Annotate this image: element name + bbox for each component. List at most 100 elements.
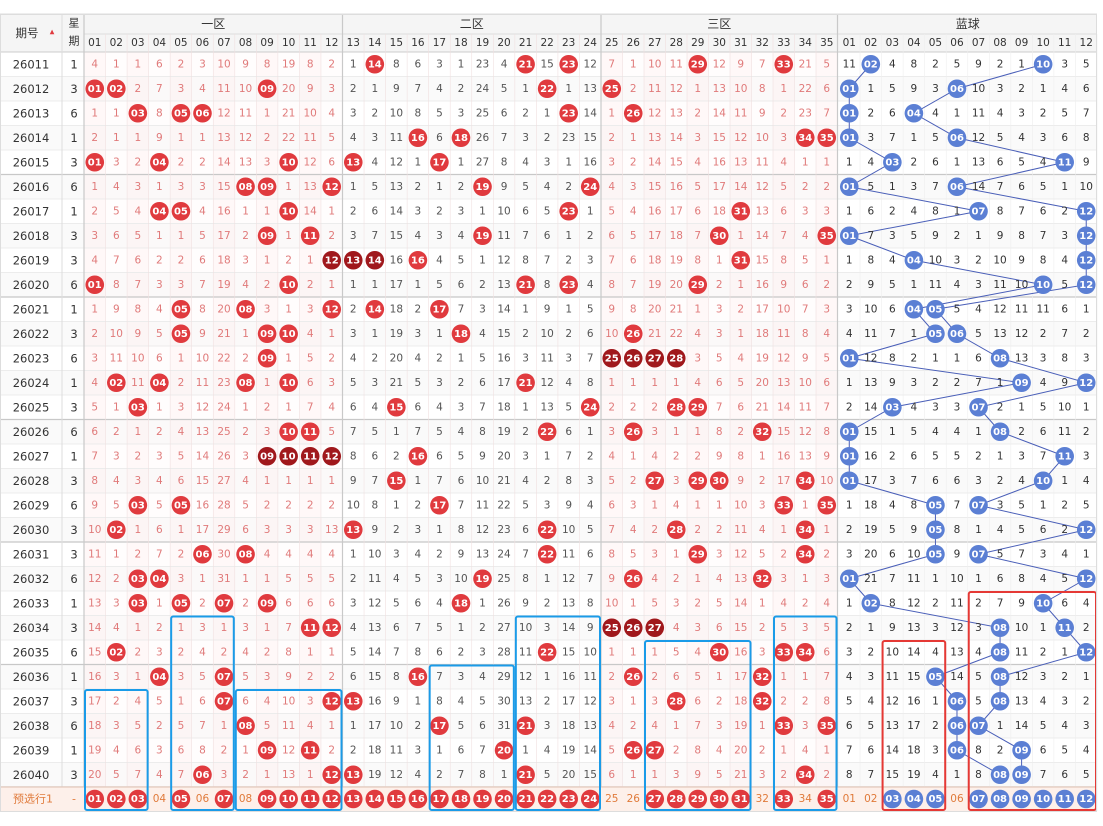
preselect-blue-ball[interactable] bbox=[926, 789, 945, 809]
blue-omission: 3 bbox=[846, 303, 853, 315]
front-omission: 9 bbox=[501, 181, 508, 193]
preselect-front-ball[interactable] bbox=[430, 789, 449, 809]
front-omission: 1 bbox=[737, 230, 744, 242]
blue-ball-number: 06 bbox=[950, 329, 964, 340]
front-omission: 2 bbox=[780, 548, 787, 560]
preselect-blue-ball[interactable] bbox=[1012, 789, 1031, 809]
blue-ball-number: 05 bbox=[928, 672, 942, 683]
preselect-front-ball[interactable] bbox=[666, 789, 686, 809]
preselect-front-ball[interactable] bbox=[516, 789, 535, 809]
front-omission: 9 bbox=[479, 450, 486, 462]
preselect-front-ball[interactable] bbox=[580, 789, 600, 809]
preselect-front-ball[interactable] bbox=[214, 789, 234, 809]
front-omission: 1 bbox=[264, 622, 271, 634]
front-omission: 10 bbox=[476, 475, 489, 487]
blue-ball-number: 11 bbox=[1058, 157, 1072, 168]
front-omission: 6 bbox=[371, 205, 378, 217]
preselect-front-ball[interactable] bbox=[171, 789, 191, 809]
front-omission: 2 bbox=[544, 695, 551, 707]
blue-omission: 3 bbox=[975, 475, 982, 487]
blue-omission: 5 bbox=[997, 132, 1004, 144]
blue-omission: 3 bbox=[1040, 671, 1047, 683]
preselect-front-ball[interactable] bbox=[408, 789, 428, 809]
front-ball bbox=[214, 691, 234, 711]
front-omission: 24 bbox=[497, 548, 511, 560]
front-omission: 2 bbox=[242, 352, 249, 364]
preselect-front-number: 28 bbox=[669, 794, 683, 805]
blue-omission: 2 bbox=[1018, 83, 1025, 95]
preselect-front-ball[interactable] bbox=[774, 789, 794, 809]
preselect-front-ball[interactable] bbox=[343, 789, 363, 809]
preselect-blue-ball[interactable] bbox=[1076, 789, 1096, 809]
weekday-cell: 3 bbox=[70, 253, 77, 267]
blue-omission: 7 bbox=[867, 769, 874, 781]
blue-ball bbox=[839, 569, 859, 589]
preselect-blue-ball[interactable] bbox=[904, 789, 924, 809]
preselect-front-ball[interactable] bbox=[451, 789, 471, 809]
preselect-front-ball[interactable] bbox=[257, 789, 277, 809]
blue-omission: 10 bbox=[972, 83, 985, 95]
preselect-front-ball[interactable] bbox=[365, 789, 385, 809]
blue-omission: 2 bbox=[889, 205, 896, 217]
preselect-front-number: 15 bbox=[389, 794, 403, 805]
blue-omission: 10 bbox=[950, 573, 963, 585]
blue-omission: 4 bbox=[1040, 377, 1047, 389]
front-omission: 15 bbox=[584, 769, 597, 781]
preselect-blue-ball[interactable] bbox=[1033, 789, 1053, 809]
blue-omission: 1 bbox=[932, 573, 939, 585]
blue-ball-number: 07 bbox=[972, 402, 986, 413]
front-omission: 2 bbox=[328, 499, 335, 511]
front-ball bbox=[709, 471, 729, 491]
preselect-blue-ball[interactable] bbox=[990, 789, 1010, 809]
blue-omission: 9 bbox=[1018, 254, 1025, 266]
preselect-front-ball[interactable] bbox=[473, 789, 492, 809]
blue-omission: 5 bbox=[889, 83, 896, 95]
front-omission: 5 bbox=[135, 230, 142, 242]
front-omission: 3 bbox=[91, 352, 98, 364]
blue-omission: 2 bbox=[1061, 205, 1068, 217]
blue-ball-number: 07 bbox=[972, 721, 986, 732]
blue-omission: 13 bbox=[1015, 695, 1028, 707]
blue-ball-number: 12 bbox=[1079, 647, 1093, 658]
front-ball bbox=[774, 716, 794, 736]
preselect-front-ball[interactable] bbox=[709, 789, 729, 809]
preselect-front-ball[interactable] bbox=[279, 789, 298, 809]
preselect-blue-ball[interactable] bbox=[1055, 789, 1074, 809]
preselect-front-ball[interactable] bbox=[817, 789, 837, 809]
preselect-front-ball[interactable] bbox=[645, 789, 665, 809]
front-number-header: 20 bbox=[497, 37, 510, 49]
preselect-front-ball[interactable] bbox=[559, 789, 578, 809]
preselect-front-ball[interactable] bbox=[494, 789, 514, 809]
preselect-front-ball[interactable] bbox=[731, 789, 751, 809]
front-omission: 9 bbox=[716, 450, 723, 462]
preselect-front-ball[interactable] bbox=[107, 789, 126, 809]
front-omission: 15 bbox=[368, 671, 381, 683]
front-ball bbox=[537, 520, 557, 540]
blue-omission: 4 bbox=[846, 671, 853, 683]
front-omission: 4 bbox=[458, 426, 465, 438]
preselect-front-ball[interactable] bbox=[85, 789, 105, 809]
front-ball bbox=[537, 642, 557, 662]
front-omission: 1 bbox=[565, 83, 572, 95]
blue-ball bbox=[990, 422, 1010, 442]
blue-omission: 9 bbox=[932, 230, 939, 242]
front-omission: 3 bbox=[436, 573, 443, 585]
front-omission: 10 bbox=[347, 499, 360, 511]
front-omission: 3 bbox=[673, 769, 680, 781]
blue-omission: 4 bbox=[932, 426, 939, 438]
preselect-front-ball[interactable] bbox=[688, 789, 708, 809]
preselect-front-ball[interactable] bbox=[537, 789, 557, 809]
front-omission: 2 bbox=[328, 58, 335, 70]
preselect-blue-ball[interactable] bbox=[883, 789, 902, 809]
preselect-front-ball[interactable] bbox=[322, 789, 342, 809]
front-ball-number: 16 bbox=[411, 255, 425, 266]
preselect-front-ball[interactable] bbox=[300, 789, 320, 809]
preselect-front-ball[interactable] bbox=[387, 789, 406, 809]
front-omission: 15 bbox=[217, 181, 230, 193]
preselect-front-number: 03 bbox=[131, 794, 145, 805]
front-ball-number: 07 bbox=[217, 696, 231, 707]
preselect-front-ball[interactable] bbox=[128, 789, 148, 809]
blue-omission: 1 bbox=[954, 156, 961, 168]
front-omission: 1 bbox=[565, 303, 572, 315]
preselect-blue-ball[interactable] bbox=[969, 789, 988, 809]
